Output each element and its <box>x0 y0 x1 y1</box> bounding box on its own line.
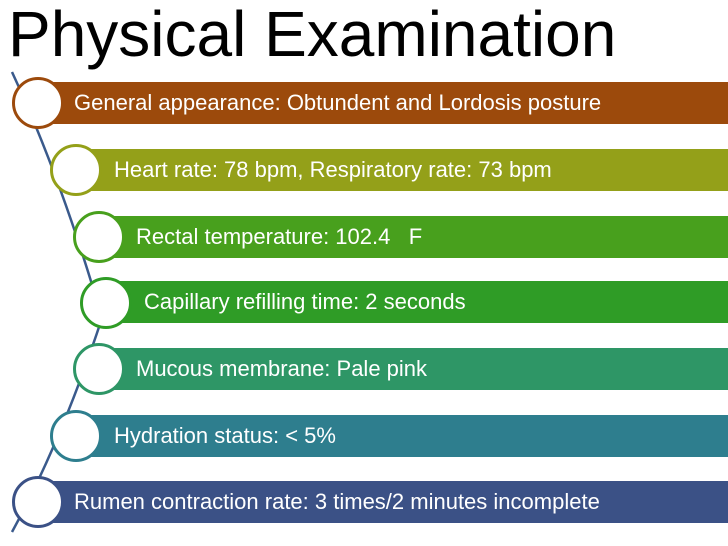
circle-marker <box>50 410 102 462</box>
bar-heart-rate: Heart rate: 78 bpm, Respiratory rate: 73… <box>78 149 728 191</box>
bar-label: Heart rate: 78 bpm, Respiratory rate: 73… <box>114 157 552 182</box>
bar-label: Hydration status: < 5% <box>114 423 336 448</box>
circle-marker <box>12 77 64 129</box>
circle-marker <box>80 277 132 329</box>
bar-label: Mucous membrane: Pale pink <box>136 356 428 381</box>
circle-marker <box>73 343 125 395</box>
circle-marker <box>73 211 125 263</box>
bar-capillary-refilling: Capillary refilling time: 2 seconds <box>108 281 728 323</box>
bar-hydration-status: Hydration status: < 5% <box>78 415 728 457</box>
list-item-rumen-contraction: Rumen contraction rate: 3 times/2 minute… <box>38 481 728 523</box>
list-item-rectal-temperature: Rectal temperature: 102.4 F <box>100 216 728 258</box>
list-item-hydration-status: Hydration status: < 5% <box>78 415 728 457</box>
bar-general-appearance: General appearance: Obtundent and Lordos… <box>38 82 728 124</box>
list-item-mucous-membrane: Mucous membrane: Pale pink <box>100 348 728 390</box>
bar-label: Capillary refilling time: 2 seconds <box>144 289 466 314</box>
slide-title: Physical Examination <box>8 0 617 70</box>
bar-label: General appearance: Obtundent and Lordos… <box>74 90 602 115</box>
list-item-capillary-refilling: Capillary refilling time: 2 seconds <box>108 281 728 323</box>
circle-marker <box>12 476 64 528</box>
bar-mucous-membrane: Mucous membrane: Pale pink <box>100 348 728 390</box>
list-item-heart-rate: Heart rate: 78 bpm, Respiratory rate: 73… <box>78 149 728 191</box>
bar-rectal-temperature: Rectal temperature: 102.4 F <box>100 216 728 258</box>
bar-label: Rectal temperature: 102.4 F <box>136 224 423 249</box>
circle-marker <box>50 144 102 196</box>
list-item-general-appearance: General appearance: Obtundent and Lordos… <box>38 82 728 124</box>
bar-label: Rumen contraction rate: 3 times/2 minute… <box>74 489 600 514</box>
bar-rumen-contraction: Rumen contraction rate: 3 times/2 minute… <box>38 481 728 523</box>
